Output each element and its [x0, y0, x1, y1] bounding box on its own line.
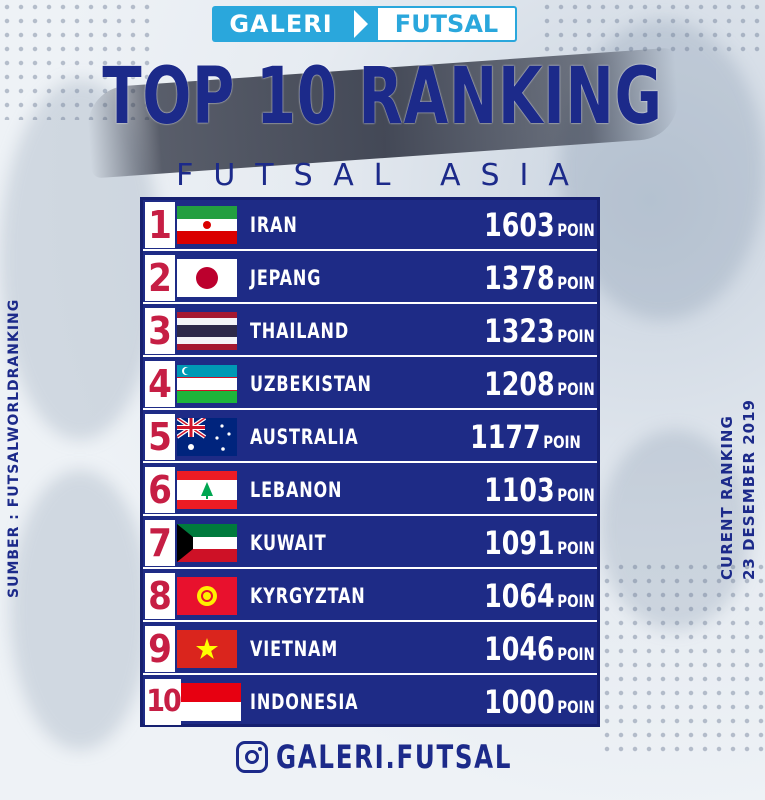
country-name: JEPANG	[250, 266, 322, 290]
chevron-right-icon	[350, 6, 376, 42]
country-name: KUWAIT	[250, 531, 327, 555]
points-unit: POIN	[557, 486, 595, 506]
points-value: 1177	[470, 418, 541, 456]
country-name: KYRGYZTAN	[250, 584, 366, 608]
australia-flag-icon	[177, 418, 237, 456]
ranking-row: 4 UZBEKISTAN 1208 POIN	[143, 359, 597, 410]
country-name: AUSTRALIA	[250, 425, 359, 449]
page-subtitle: FUTSAL ASIA	[176, 158, 589, 193]
rank-number: 1	[145, 202, 175, 248]
ranking-row: 6 LEBANON 1103 POIN	[143, 465, 597, 516]
country-name: IRAN	[250, 213, 298, 237]
japan-flag-icon	[177, 259, 237, 297]
indonesia-flag-icon	[181, 683, 241, 721]
dot-pattern	[600, 560, 765, 760]
page-title: TOP 10 RANKING	[102, 52, 663, 142]
country-name: VIETNAM	[250, 637, 339, 661]
rank-number: 6	[145, 467, 175, 513]
points-value: 1323	[484, 312, 555, 350]
background-player-right-lower	[600, 430, 750, 630]
country-name: LEBANON	[250, 478, 343, 502]
points-value: 1091	[484, 524, 555, 562]
instagram-icon	[236, 741, 268, 773]
points-unit: POIN	[557, 539, 595, 559]
country-name: INDONESIA	[250, 690, 359, 714]
points: 1177 POIN	[470, 412, 581, 463]
ranking-row: 1 IRAN 1603 POIN	[143, 200, 597, 251]
instagram-handle: GALERI.FUTSAL	[276, 738, 513, 776]
points-unit: POIN	[557, 698, 595, 718]
rank-number: 7	[145, 520, 175, 566]
points-unit: POIN	[557, 327, 595, 347]
points-unit: POIN	[557, 380, 595, 400]
vietnam-flag-icon	[177, 630, 237, 668]
points-value: 1208	[484, 365, 555, 403]
country-name: THAILAND	[250, 319, 350, 343]
brand-right-text: FUTSAL	[376, 6, 517, 42]
ranking-date-line2: 23 DESEMBER 2019	[740, 399, 758, 580]
ranking-row: 5 AUSTRALIA 1177 POIN	[143, 412, 597, 463]
instagram-footer: GALERI.FUTSAL	[236, 737, 554, 777]
ranking-row: 2 JEPANG 1378 POIN	[143, 253, 597, 304]
iran-flag-icon	[177, 206, 237, 244]
source-caption: SUMBER : FUTSALWORLDRANKING	[6, 298, 22, 598]
lebanon-flag-icon	[177, 471, 237, 509]
points: 1103 POIN	[484, 465, 595, 516]
points-unit: POIN	[557, 221, 595, 241]
points-value: 1378	[484, 259, 555, 297]
rank-number: 4	[145, 361, 175, 407]
points: 1603 POIN	[484, 200, 595, 251]
brand-left-text: GALERI	[212, 6, 350, 42]
points-unit: POIN	[557, 274, 595, 294]
rank-number: 3	[145, 308, 175, 354]
kyrgyzstan-flag-icon	[177, 577, 237, 615]
points-unit: POIN	[557, 592, 595, 612]
points: 1378 POIN	[484, 253, 595, 304]
ranking-date-line1: CURENT RANKING	[718, 415, 736, 580]
ranking-row: 9 VIETNAM 1046 POIN	[143, 624, 597, 675]
brand-logo: GALERI FUTSAL	[212, 6, 517, 42]
ranking-row: 8 KYRGYZTAN 1064 POIN	[143, 571, 597, 622]
uzbekistan-flag-icon	[177, 365, 237, 403]
points-value: 1046	[484, 630, 555, 668]
ranking-row: 3 THAILAND 1323 POIN	[143, 306, 597, 357]
ranking-row: 7 KUWAIT 1091 POIN	[143, 518, 597, 569]
kuwait-flag-icon	[177, 524, 237, 562]
points: 1000 POIN	[484, 677, 595, 728]
rank-number: 8	[145, 573, 175, 619]
ranking-date-caption: CURENT RANKING 23 DESEMBER 2019	[716, 380, 760, 580]
points: 1064 POIN	[484, 571, 595, 622]
background-player-left-lower	[10, 470, 150, 750]
points-unit: POIN	[557, 645, 595, 665]
ranking-table: 1 IRAN 1603 POIN 2 JEPANG 1378 POIN 3 THAI…	[140, 197, 600, 727]
points: 1208 POIN	[484, 359, 595, 410]
points: 1091 POIN	[484, 518, 595, 569]
points-value: 1064	[484, 577, 555, 615]
points-value: 1603	[484, 206, 555, 244]
points-value: 1103	[484, 471, 555, 509]
thailand-flag-icon	[177, 312, 237, 350]
rank-number: 10	[145, 679, 182, 725]
rank-number: 9	[145, 626, 175, 672]
ranking-row: 10 INDONESIA 1000 POIN	[143, 677, 597, 728]
points-value: 1000	[484, 683, 555, 721]
rank-number: 2	[145, 255, 175, 301]
country-name: UZBEKISTAN	[250, 372, 372, 396]
points-unit: POIN	[543, 433, 581, 453]
rank-number: 5	[145, 414, 175, 460]
points: 1046 POIN	[484, 624, 595, 675]
points: 1323 POIN	[484, 306, 595, 357]
